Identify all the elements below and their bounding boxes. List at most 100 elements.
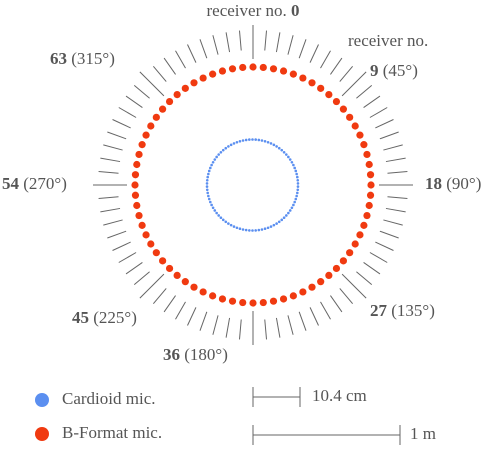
minor-tick: [369, 252, 388, 263]
cardioid-mic: [232, 142, 236, 145]
bformat-mic: [152, 113, 160, 121]
minor-tick: [339, 65, 354, 82]
bformat-mic: [332, 97, 341, 106]
cardioid-mic: [205, 178, 209, 182]
cardioid-mic: [205, 185, 209, 188]
minor-tick: [118, 252, 137, 263]
cardioid-mic: [227, 145, 230, 148]
bformat-mic: [351, 240, 359, 248]
legend-marker: [35, 393, 49, 407]
cardioid-mic: [277, 146, 281, 150]
bformat-mic: [159, 105, 167, 113]
cardioid-mic: [207, 197, 211, 201]
cardioid-mic: [224, 146, 228, 150]
cardioid-mic: [238, 139, 242, 143]
bformat-mic: [142, 231, 150, 239]
minor-tick: [100, 207, 121, 213]
cardioid-mic: [248, 138, 251, 141]
minor-tick: [375, 119, 394, 129]
cardioid-mic: [287, 211, 290, 215]
bformat-mic: [190, 79, 198, 87]
bformat-mic: [325, 271, 333, 279]
bformat-mic: [346, 113, 354, 121]
cardioid-mic: [215, 155, 218, 159]
cardioid-mic: [295, 194, 298, 198]
cardioid-mic: [211, 206, 215, 210]
bformat-mic: [308, 79, 316, 87]
cardioid-mic: [290, 160, 294, 164]
bformat-mic: [365, 201, 373, 210]
cardioid-mic: [294, 169, 298, 173]
receiver-label: 9 (45°): [370, 61, 418, 80]
cardioid-mic: [241, 228, 245, 231]
bformat-mic: [239, 63, 247, 72]
bformat-mic: [363, 150, 371, 159]
bformat-mic: [317, 278, 325, 286]
bformat-mic: [133, 160, 141, 169]
minor-tick: [363, 95, 381, 108]
cardioid-mic: [213, 158, 217, 161]
minor-tick: [199, 39, 208, 59]
minor-tick: [125, 262, 143, 275]
cardioid-mic: [219, 150, 223, 154]
bformat-mic: [165, 97, 174, 106]
cardioid-mic: [241, 139, 245, 142]
cardioid-mic: [272, 143, 276, 147]
cardioid-mic: [254, 138, 257, 141]
bformat-mic: [317, 84, 325, 92]
minor-tick: [379, 230, 399, 239]
legend-label: Cardioid mic.: [62, 389, 155, 408]
minor-tick: [103, 144, 123, 151]
bformat-mic: [360, 141, 368, 149]
minor-tick: [238, 319, 242, 340]
cardioid-mic: [282, 216, 286, 220]
cardioid-mic: [229, 223, 233, 227]
bformat-mic: [138, 221, 146, 229]
cardioid-mic: [244, 228, 248, 232]
minor-tick: [175, 301, 186, 320]
cardioid-mic: [227, 222, 230, 225]
cardioid-mic: [292, 203, 295, 207]
cardioid-mic: [288, 158, 292, 161]
minor-tick: [275, 32, 281, 53]
minor-tick: [287, 315, 294, 335]
bformat-mic: [259, 63, 267, 72]
minor-tick: [118, 107, 137, 118]
bformat-mic: [308, 283, 316, 291]
cardioid-mic: [296, 175, 299, 179]
bformat-mic: [269, 297, 278, 305]
cardioid-mic: [296, 185, 300, 188]
minor-tick: [225, 317, 231, 338]
minor-tick: [339, 288, 354, 305]
cardioid-mic: [207, 169, 211, 173]
cardioid-mic: [215, 211, 218, 215]
minor-tick: [103, 219, 123, 226]
cardioid-mic: [292, 163, 295, 167]
bformat-mic: [249, 299, 257, 307]
bformat-mic: [147, 240, 155, 248]
bformat-mic: [199, 288, 207, 296]
bformat-mic: [366, 191, 375, 199]
minor-tick: [112, 119, 131, 129]
bformat-mic: [289, 70, 297, 78]
bformat-mic: [228, 297, 237, 305]
receiver-angle: (270°): [23, 174, 67, 193]
bformat-mic: [173, 271, 181, 279]
bformat-mic: [135, 150, 143, 159]
minor-tick: [385, 207, 406, 213]
mics: [131, 63, 375, 307]
bformat-mic: [356, 131, 364, 139]
bformat-mic: [366, 171, 375, 179]
receiver-angle: (45°): [383, 61, 418, 80]
minor-tick: [225, 32, 231, 53]
bformat-mic: [356, 231, 364, 239]
bformat-mic: [181, 84, 189, 92]
cardioid-mic: [209, 200, 212, 204]
cardioid-mic: [280, 148, 284, 152]
minor-tick: [107, 131, 127, 140]
side-label: receiver no.: [348, 31, 428, 50]
bformat-mic: [363, 211, 371, 220]
receiver-angle: (315°): [71, 49, 115, 68]
receiver-angle: (90°): [446, 174, 481, 193]
receiver-number: 18: [425, 174, 442, 193]
